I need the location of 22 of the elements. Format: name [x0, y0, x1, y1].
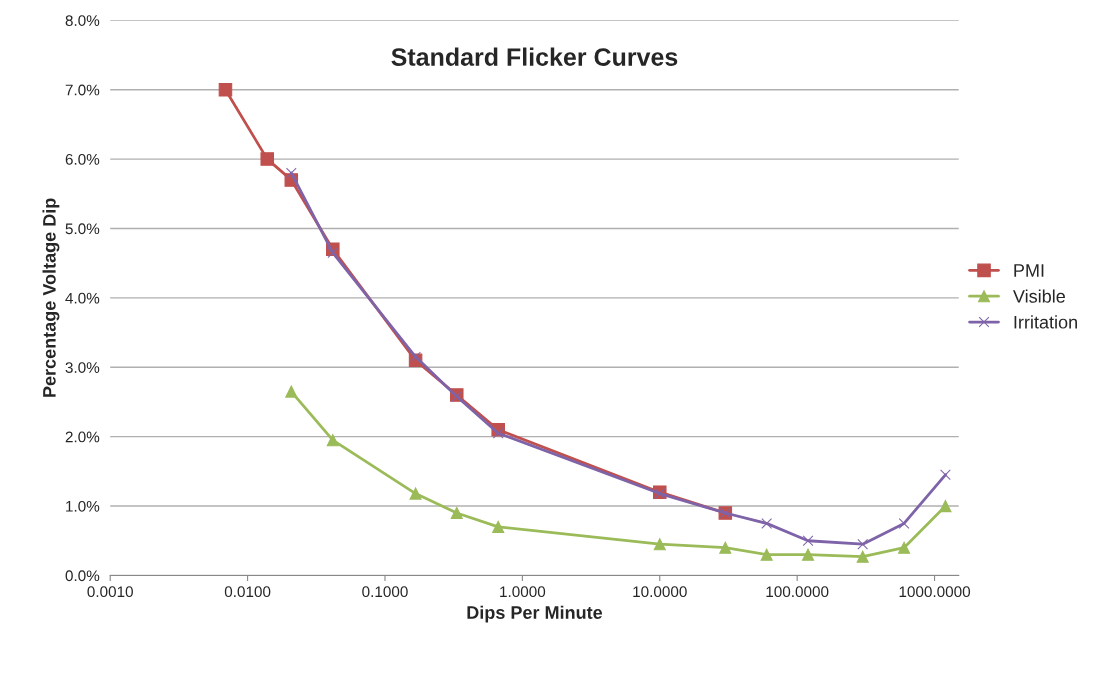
text: Standard Flicker Curves	[391, 47, 678, 66]
y-tick-label: 4.0%	[65, 292, 100, 304]
y-axis-title: Percentage Voltage Dip	[42, 198, 60, 397]
legend-label: PMI	[1014, 264, 1044, 277]
y-tick-label: 5.0%	[65, 223, 100, 235]
x-tick-label: 0.0010	[87, 586, 133, 598]
x-axis-title: Dips Per Minute	[467, 605, 603, 623]
y-tick-label: 3.0%	[65, 362, 100, 373]
x-tick-label: 10.0000	[633, 586, 687, 598]
legend-label: Irritation	[1014, 315, 1077, 329]
y-tick-label: 0.0%	[65, 570, 100, 582]
y-tick-label: 1.0%	[66, 500, 100, 512]
x-tick-label: 0.1000	[362, 586, 408, 598]
x-tick-label: 1.0000	[500, 586, 546, 598]
y-tick-label: 2.0%	[65, 431, 100, 443]
legend-label: Visible	[1012, 289, 1065, 303]
y-tick-label: 6.0%	[65, 153, 100, 165]
x-tick-label: 1000.0000	[899, 586, 971, 598]
y-tick-label: 7.0%	[65, 84, 100, 96]
y-tick-label: 8.0%	[65, 15, 100, 26]
x-tick-label: 0.0100	[224, 586, 271, 598]
x-tick-label: 100.0000	[766, 586, 829, 598]
